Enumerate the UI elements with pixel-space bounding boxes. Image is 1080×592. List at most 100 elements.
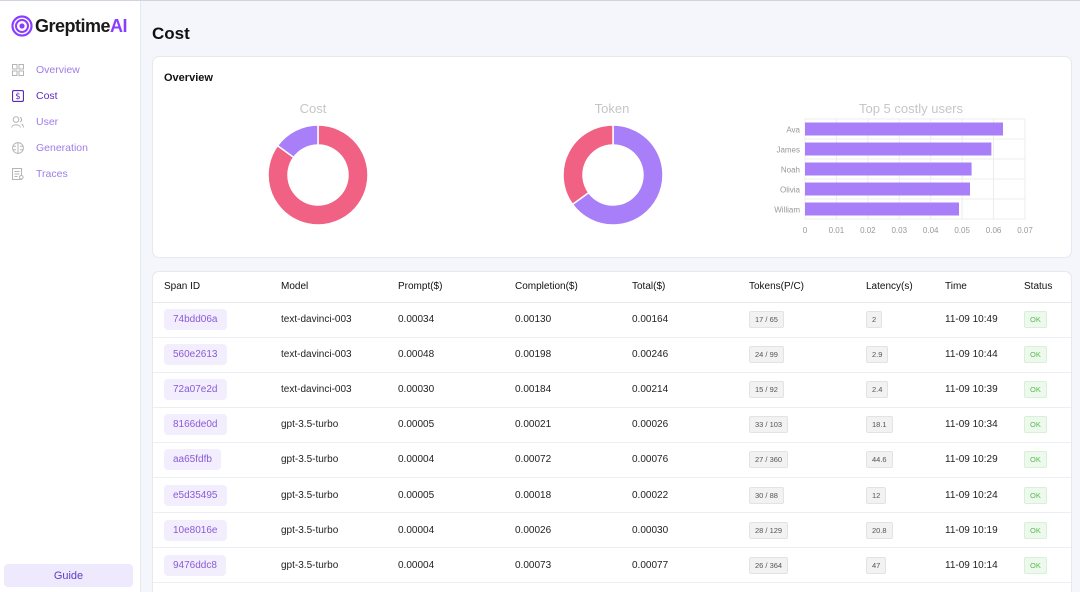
time-cell: 11-09 10:34 <box>934 407 1013 443</box>
span-id-link[interactable]: 560e2613 <box>164 344 227 366</box>
total-cost-cell: 0.00026 <box>621 407 738 443</box>
sidebar: GreptimeAI Overview $ Cost User Generati… <box>0 1 141 592</box>
span-id-cell: e5d35495 <box>153 477 270 514</box>
span-id-link[interactable]: 74bdd06a <box>164 309 227 331</box>
prompt-cost-cell: 0.00030 <box>387 372 504 408</box>
time-cell: 11-09 10:39 <box>934 372 1013 408</box>
tokens-tag: 15 / 92 <box>749 381 784 399</box>
y-category-label: Ava <box>786 126 800 135</box>
status-cell: OK <box>1013 442 1071 478</box>
column-header[interactable]: Latency(s) <box>855 272 934 303</box>
table-row[interactable]: 10e8016e gpt-3.5-turbo 0.00004 0.00026 0.000… <box>153 512 1071 549</box>
span-id-link[interactable]: e5d35495 <box>164 484 227 506</box>
spans-table: Span ID Model Prompt($) Completion($) To… <box>153 272 1071 584</box>
pie-slice[interactable] <box>276 124 319 159</box>
model-cell: gpt-3.5-turbo <box>270 512 387 549</box>
column-header[interactable]: Model <box>270 272 387 303</box>
status-cell: OK <box>1013 477 1071 514</box>
table-row[interactable]: 560e2613 text-davinci-003 0.00048 0.00198 0.… <box>153 337 1071 373</box>
total-cost-cell: 0.00076 <box>621 442 738 478</box>
column-header[interactable]: Total($) <box>621 272 738 303</box>
sidebar-item-generation[interactable]: Generation <box>0 135 141 161</box>
x-tick-label: 0.05 <box>954 226 970 235</box>
bar[interactable] <box>805 162 972 176</box>
brand-logo[interactable]: GreptimeAI <box>11 15 128 37</box>
span-id-link[interactable]: 72a07e2d <box>164 379 227 401</box>
model-cell: gpt-3.5-turbo <box>270 477 387 514</box>
document-icon <box>11 168 24 181</box>
prompt-cost-cell: 0.00048 <box>387 337 504 373</box>
span-id-link[interactable]: 9476ddc8 <box>164 554 226 576</box>
time-cell: 11-09 10:29 <box>934 442 1013 478</box>
tokens-cell: 15 / 92 <box>738 372 855 408</box>
column-header[interactable]: Status <box>1013 272 1071 303</box>
completion-cost-cell: 0.00073 <box>504 547 621 584</box>
column-header[interactable]: Time <box>934 272 1013 303</box>
column-header[interactable]: Completion($) <box>504 272 621 303</box>
pie-slice[interactable] <box>562 124 614 206</box>
total-cost-cell: 0.00164 <box>621 302 738 338</box>
bar[interactable] <box>805 142 992 156</box>
tokens-tag: 24 / 99 <box>749 346 784 364</box>
column-header[interactable]: Span ID <box>153 272 270 303</box>
sidebar-item-user[interactable]: User <box>0 109 141 135</box>
table-row[interactable]: 9476ddc8 gpt-3.5-turbo 0.00004 0.00073 0.000… <box>153 547 1071 584</box>
model-cell: gpt-3.5-turbo <box>270 407 387 443</box>
time-cell: 11-09 10:24 <box>934 477 1013 514</box>
guide-button[interactable]: Guide <box>4 564 133 587</box>
cost-donut-chart[interactable] <box>258 115 378 235</box>
bar[interactable] <box>805 202 959 216</box>
table-row[interactable]: 8166de0d gpt-3.5-turbo 0.00005 0.00021 0.000… <box>153 407 1071 443</box>
span-id-cell: 560e2613 <box>153 337 270 373</box>
total-cost-cell: 0.00030 <box>621 512 738 549</box>
bar[interactable] <box>805 122 1003 136</box>
x-tick-label: 0.06 <box>986 226 1002 235</box>
top-users-bar-chart[interactable]: 0 0.01 0.02 0.03 0.04 0.05 0.06 0.07 Ava James Noa… <box>753 115 1063 245</box>
time-cell: 11-09 10:44 <box>934 337 1013 373</box>
users-chart-title: Top 5 costly users <box>858 101 964 116</box>
latency-tag: 2.4 <box>866 381 889 399</box>
sidebar-item-traces[interactable]: Traces <box>0 161 141 187</box>
column-header[interactable]: Tokens(P/C) <box>738 272 855 303</box>
table-row[interactable]: e5d35495 gpt-3.5-turbo 0.00005 0.00018 0.000… <box>153 477 1071 514</box>
status-cell: OK <box>1013 372 1071 408</box>
table-row[interactable]: aa65fdfb gpt-3.5-turbo 0.00004 0.00072 0.000… <box>153 442 1071 478</box>
bar[interactable] <box>805 182 970 196</box>
prompt-cost-cell: 0.00004 <box>387 442 504 478</box>
span-id-link[interactable]: 10e8016e <box>164 519 227 541</box>
tokens-tag: 27 / 360 <box>749 451 789 469</box>
model-cell: gpt-3.5-turbo <box>270 442 387 478</box>
sidebar-item-label: Generation <box>36 142 88 154</box>
sidebar-item-label: Cost <box>36 90 58 102</box>
span-id-link[interactable]: aa65fdfb <box>164 449 221 471</box>
sidebar-nav: Overview $ Cost User Generation Traces <box>0 57 141 187</box>
tokens-tag: 17 / 65 <box>749 311 784 329</box>
pie-slice[interactable] <box>571 124 664 226</box>
table-row[interactable]: 74bdd06a text-davinci-003 0.00034 0.00130 0.… <box>153 302 1071 338</box>
status-badge: OK <box>1024 381 1047 399</box>
time-cell: 11-09 10:14 <box>934 547 1013 584</box>
sidebar-item-label: User <box>36 116 59 128</box>
completion-cost-cell: 0.00198 <box>504 337 621 373</box>
latency-tag: 20.8 <box>866 521 893 539</box>
sidebar-item-overview[interactable]: Overview <box>0 57 141 83</box>
total-cost-cell: 0.00246 <box>621 337 738 373</box>
status-badge: OK <box>1024 416 1047 434</box>
y-category-label: James <box>776 146 800 155</box>
latency-cell: 2.4 <box>855 372 934 408</box>
model-cell: gpt-3.5-turbo <box>270 547 387 584</box>
token-donut-chart[interactable] <box>553 115 673 235</box>
table-row[interactable]: 72a07e2d text-davinci-003 0.00030 0.00184 0.… <box>153 372 1071 408</box>
prompt-cost-cell: 0.00004 <box>387 547 504 584</box>
span-id-link[interactable]: 8166de0d <box>164 414 227 436</box>
status-badge: OK <box>1024 451 1047 469</box>
span-id-cell: 74bdd06a <box>153 302 270 338</box>
prompt-cost-cell: 0.00034 <box>387 302 504 338</box>
span-id-cell: 8166de0d <box>153 407 270 443</box>
latency-cell: 18.1 <box>855 407 934 443</box>
column-header[interactable]: Prompt($) <box>387 272 504 303</box>
overview-title: Overview <box>164 72 213 84</box>
status-badge: OK <box>1024 521 1047 539</box>
sidebar-item-cost[interactable]: $ Cost <box>0 83 141 109</box>
pie-slice[interactable] <box>267 124 369 226</box>
